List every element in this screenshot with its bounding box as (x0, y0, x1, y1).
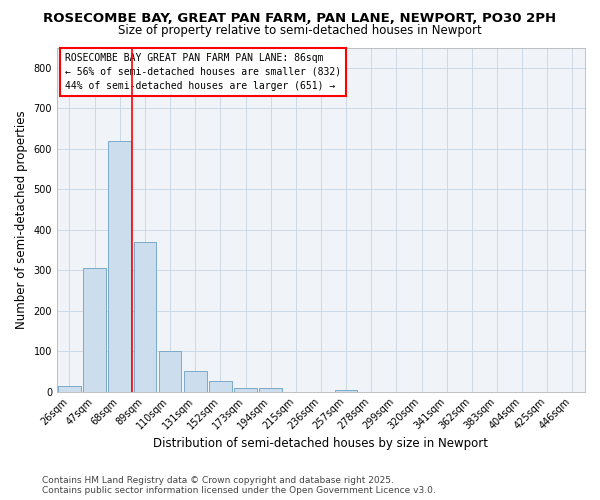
Text: ROSECOMBE BAY, GREAT PAN FARM, PAN LANE, NEWPORT, PO30 2PH: ROSECOMBE BAY, GREAT PAN FARM, PAN LANE,… (43, 12, 557, 26)
Bar (335, 390, 358, 392)
Y-axis label: Number of semi-detached properties: Number of semi-detached properties (15, 110, 28, 329)
Text: Contains public sector information licensed under the Open Government Licence v3: Contains public sector information licen… (42, 486, 436, 495)
Bar (234, 388, 257, 392)
Text: Size of property relative to semi-detached houses in Newport: Size of property relative to semi-detach… (118, 24, 482, 37)
Bar (83, 268, 106, 392)
Bar (159, 351, 181, 392)
Bar (184, 372, 206, 392)
Bar (58, 386, 81, 392)
Bar (134, 242, 156, 392)
Text: Contains HM Land Registry data © Crown copyright and database right 2025.: Contains HM Land Registry data © Crown c… (42, 476, 394, 485)
Bar (109, 140, 131, 392)
X-axis label: Distribution of semi-detached houses by size in Newport: Distribution of semi-detached houses by … (154, 437, 488, 450)
Text: ROSECOMBE BAY GREAT PAN FARM PAN LANE: 86sqm
← 56% of semi-detached houses are s: ROSECOMBE BAY GREAT PAN FARM PAN LANE: 8… (65, 52, 341, 90)
Bar (209, 382, 232, 392)
Bar (259, 388, 282, 392)
